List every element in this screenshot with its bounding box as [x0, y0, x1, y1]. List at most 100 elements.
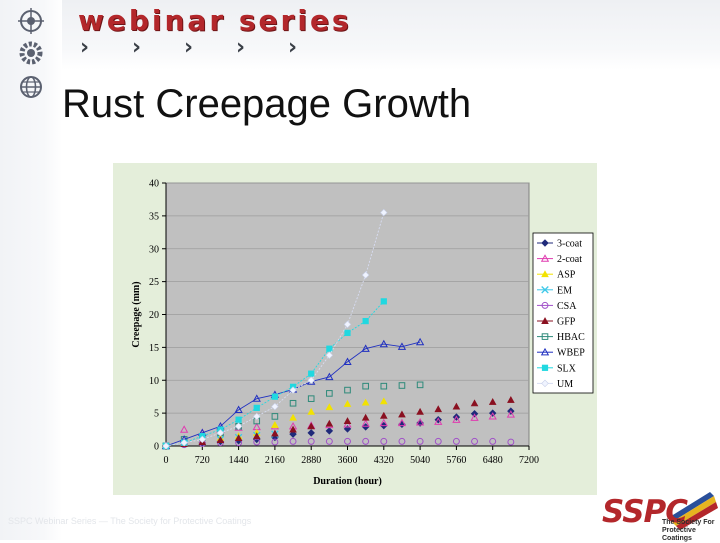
legend-label-csa: CSA	[557, 301, 577, 312]
data-point-asp	[361, 398, 370, 406]
data-point-hbac	[398, 382, 406, 389]
x-tick-label: 2880	[301, 455, 321, 466]
x-tick-label: 720	[195, 455, 210, 466]
chevron-row: › › › › ›	[80, 34, 340, 60]
legend-marker-slx	[541, 364, 549, 371]
data-point-csa	[398, 437, 406, 445]
y-tick-label: 40	[149, 179, 159, 190]
data-point-asp	[307, 407, 316, 415]
x-tick-label: 1440	[229, 455, 249, 466]
top-banner	[0, 0, 720, 70]
chevron-right-icon: ›	[288, 34, 298, 60]
data-point-hbac	[362, 382, 369, 390]
data-point-gfp	[325, 419, 334, 427]
data-point-hbac	[271, 413, 279, 420]
data-point-csa	[307, 437, 315, 445]
data-point-csa	[380, 437, 388, 445]
logo-text: SSPC	[602, 494, 688, 530]
x-axis-label: Duration (hour)	[313, 476, 382, 487]
data-point-csa	[344, 437, 351, 445]
data-point-wbep	[361, 344, 370, 352]
data-point-csa	[253, 438, 261, 446]
data-point-gfp	[488, 398, 497, 405]
gear-icon	[18, 40, 44, 66]
y-tick-label: 15	[149, 343, 159, 354]
y-axis-label: Creepage (mm)	[131, 281, 142, 347]
data-point-gfp	[434, 405, 443, 413]
legend-marker-csa	[541, 301, 549, 309]
data-point-3-coat	[307, 429, 315, 437]
data-point-slx	[380, 298, 387, 305]
data-point-gfp	[361, 413, 370, 421]
footer-note: SSPC Webinar Series — The Society for Pr…	[8, 516, 252, 526]
data-point-gfp	[252, 432, 261, 440]
creepage-chart: 0 5 10 15 20 25 30 35 40 0 720 1440 2160 2880 3600 4320…	[131, 179, 594, 487]
data-point-csa	[507, 438, 515, 446]
data-point-slx	[253, 404, 260, 411]
data-point-wbep	[252, 394, 261, 402]
legend-label-asp: ASP	[557, 270, 576, 281]
legend-label-wbep: WBEP	[557, 348, 585, 359]
data-point-gfp	[289, 425, 297, 433]
data-point-slx	[235, 416, 242, 423]
data-point-csa	[325, 437, 333, 445]
legend-marker-gfp	[541, 317, 549, 324]
data-point-gfp	[216, 436, 225, 444]
sspc-logo: SSPC The Society For Protective Coatings	[598, 488, 720, 542]
data-point-wbep	[415, 337, 425, 346]
data-point-gfp	[507, 396, 515, 403]
data-point-2-coat	[470, 413, 479, 421]
data-point-2-coat	[379, 418, 388, 427]
left-decor-strip	[0, 0, 62, 540]
data-point-um	[198, 435, 207, 444]
x-tick-label: 3600	[338, 455, 358, 466]
x-tick-label: 5040	[410, 455, 430, 466]
legend-marker-em	[541, 286, 549, 294]
data-point-wbep	[397, 342, 407, 350]
data-point-2-coat	[506, 410, 515, 418]
data-point-hbac	[289, 399, 297, 407]
data-point-2-coat	[180, 425, 189, 433]
x-tick-label: 4320	[374, 455, 394, 466]
data-point-2-coat	[361, 419, 370, 427]
data-point-hbac	[344, 386, 351, 394]
legend-label-2-coat: 2-coat	[557, 254, 582, 265]
x-tick-label: 0	[164, 455, 169, 466]
target-icon	[18, 8, 44, 34]
data-point-um	[234, 422, 243, 430]
data-point-2-coat	[397, 418, 407, 427]
y-tick-label: 0	[154, 442, 159, 453]
data-point-um	[180, 438, 188, 447]
data-point-wbep	[343, 357, 352, 365]
legend-marker-wbep	[540, 347, 550, 356]
data-point-gfp	[470, 399, 479, 407]
data-point-asp	[325, 403, 334, 411]
data-point-csa	[489, 437, 497, 445]
legend-marker-um	[541, 379, 549, 388]
y-tick-label: 25	[149, 277, 159, 288]
data-point-um	[162, 442, 170, 450]
data-point-asp	[271, 421, 279, 428]
y-tick-label: 10	[149, 376, 159, 387]
legend-label-gfp: GFP	[557, 317, 576, 328]
legend-marker-2-coat	[540, 254, 550, 262]
globe-icon	[18, 74, 44, 100]
chevron-right-icon: ›	[80, 34, 90, 60]
chevron-right-icon: ›	[132, 34, 142, 60]
data-point-wbep	[325, 372, 334, 381]
data-point-gfp	[343, 417, 352, 424]
data-point-slx	[344, 329, 351, 337]
x-tick-label: 5760	[446, 455, 466, 466]
data-point-slx	[308, 370, 315, 377]
x-tick-label: 6480	[483, 455, 503, 466]
data-point-gfp	[379, 411, 388, 419]
y-tick-label: 30	[149, 244, 159, 255]
data-point-asp	[289, 413, 297, 421]
chevron-right-icon: ›	[184, 34, 194, 60]
chart-panel: 0 5 10 15 20 25 30 35 40 0 720 1440 2160 2880 3600 4320…	[113, 163, 597, 495]
data-point-slx	[326, 345, 333, 352]
data-point-hbac	[380, 382, 388, 390]
y-tick-label: 20	[149, 310, 159, 321]
data-point-um	[253, 412, 261, 421]
legend-label-hbac: HBAC	[557, 332, 585, 343]
